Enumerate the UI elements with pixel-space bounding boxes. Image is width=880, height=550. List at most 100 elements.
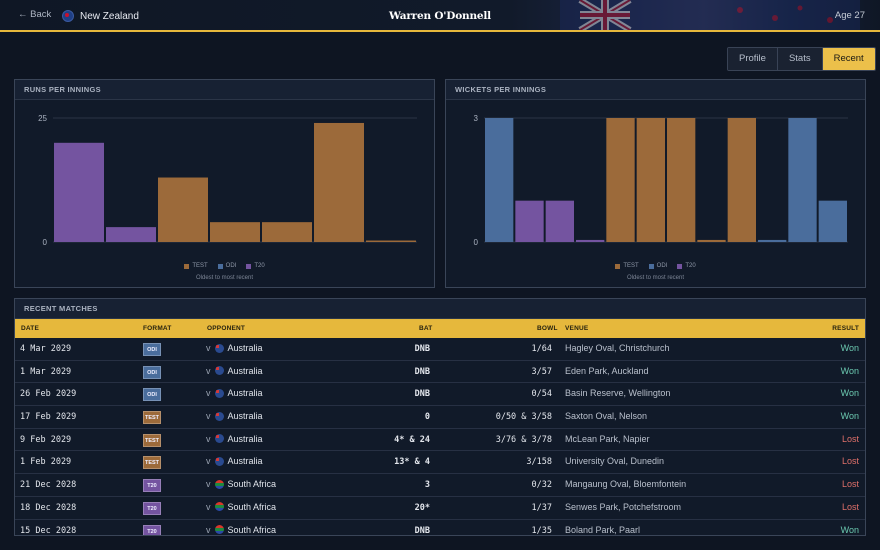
tab-recent[interactable]: Recent (822, 48, 875, 70)
versus-label: v (206, 501, 211, 512)
match-date: 18 Dec 2028 (20, 502, 77, 513)
table-row[interactable]: 26 Feb 2029 ODI v Australia DNB 0/54 Basin Res… (15, 383, 865, 407)
bar-test[interactable] (262, 222, 312, 242)
country-name: New Zealand (80, 10, 139, 22)
bar-test[interactable] (727, 118, 756, 242)
bar-test[interactable] (606, 118, 635, 242)
col-date[interactable]: DATE (21, 325, 40, 332)
y-tick-label: 3 (474, 114, 479, 123)
match-result: Won (840, 388, 859, 399)
wickets-chart-caption: Oldest to most recent (626, 275, 685, 281)
wickets-chart-title: WICKETS PER INNINGS (446, 80, 865, 100)
opponent: v South Africa (206, 479, 276, 489)
bar-t20[interactable] (576, 239, 605, 242)
table-row[interactable]: 1 Feb 2029 TEST v Australia 13* & 4 3/158 Univ… (15, 451, 865, 475)
match-result: Won (840, 365, 859, 376)
bar-odi[interactable] (758, 239, 787, 242)
runs-bar-chart: 0 25 (38, 114, 417, 247)
match-date: 21 Dec 2028 (20, 480, 77, 491)
bar-test[interactable] (210, 222, 260, 242)
format-badge: T20 (143, 524, 161, 535)
table-row[interactable]: 4 Mar 2029 ODI v Australia DNB 1/64 Hagley Ova… (15, 338, 865, 361)
flag-banner-decoration (560, 0, 860, 30)
opponent: v Australia (206, 456, 263, 466)
bar-t20[interactable] (545, 200, 574, 242)
bowling-figures: 0/50 & 3/58 (495, 412, 552, 423)
format-badge: TEST (143, 456, 161, 470)
match-result: Won (840, 343, 859, 353)
bar-test[interactable] (366, 240, 416, 243)
bar-odi[interactable] (788, 118, 817, 242)
batting-score: 0 (424, 412, 430, 423)
match-date: 17 Feb 2029 (20, 412, 77, 423)
y-tick-label: 0 (43, 238, 48, 247)
back-button[interactable]: ← Back (18, 9, 52, 20)
australia-flag-icon (214, 411, 224, 421)
opponent-name: South Africa (227, 501, 277, 512)
table-row[interactable]: 15 Dec 2028 T20 v South Africa DNB 1/35 Boland… (15, 520, 865, 536)
match-date: 9 Feb 2029 (20, 434, 72, 445)
australia-flag-icon (214, 343, 224, 353)
col-bat[interactable]: BAT (419, 325, 433, 332)
bar-odi[interactable] (818, 200, 847, 242)
col-bowl[interactable]: BOWL (537, 325, 558, 332)
col-venue[interactable]: VENUE (565, 325, 589, 332)
runs-chart-caption: Oldest to most recent (195, 275, 254, 281)
match-date: 15 Dec 2028 (20, 525, 77, 536)
australia-flag-icon (214, 366, 224, 376)
table-row[interactable]: 9 Feb 2029 TEST v Australia 4* & 24 3/76 & 3/… (15, 429, 865, 452)
col-result[interactable]: RESULT (832, 325, 859, 332)
opponent-name: Australia (227, 411, 263, 422)
south-africa-flag-icon (214, 479, 224, 489)
bar-t20[interactable] (106, 227, 156, 242)
format-badge: ODI (143, 388, 161, 402)
bar-test[interactable] (314, 122, 364, 242)
opponent: v Australia (206, 388, 263, 398)
venue: McLean Park, Napier (565, 433, 650, 444)
bar-odi[interactable] (485, 118, 514, 242)
match-result: Won (840, 524, 859, 535)
tab-stats[interactable]: Stats (777, 48, 823, 70)
table-row[interactable]: 18 Dec 2028 T20 v South Africa 20* 1/37 Senwes… (15, 497, 865, 520)
bar-test[interactable] (697, 239, 726, 242)
col-opponent[interactable]: OPPONENT (207, 325, 246, 332)
legend-item-test: TEST (184, 263, 208, 269)
legend-item-t20: T20 (246, 263, 265, 269)
bowling-figures: 0/54 (531, 389, 552, 400)
opponent-name: Australia (227, 388, 263, 399)
table-row[interactable]: 17 Feb 2029 TEST v Australia 0 0/50 & 3/58 Sax… (15, 406, 865, 429)
format-badge: T20 (143, 479, 161, 493)
versus-label: v (206, 411, 211, 422)
bar-test[interactable] (636, 118, 665, 242)
opponent: v Australia (206, 366, 263, 376)
match-result: Lost (841, 479, 859, 490)
player-name: Warren O'Donnell (389, 10, 491, 22)
col-format[interactable]: FORMAT (143, 325, 172, 332)
match-result: Lost (841, 501, 859, 512)
versus-label: v (206, 456, 211, 467)
legend-item-odi: ODI (217, 263, 236, 269)
bar-t20[interactable] (515, 200, 544, 242)
legend-item-odi: ODI (648, 263, 667, 269)
bar-test[interactable] (158, 177, 208, 242)
table-row[interactable]: 1 Mar 2029 ODI v Australia DNB 3/57 Eden Park,… (15, 361, 865, 384)
format-badge: ODI (143, 365, 161, 379)
bar-test[interactable] (667, 118, 696, 242)
bowling-figures: 1/64 (531, 344, 552, 354)
view-tabs: Profile Stats Recent (727, 47, 876, 71)
table-row[interactable]: 21 Dec 2028 T20 v South Africa 3 0/32 Mangaung… (15, 474, 865, 497)
batting-score: DNB (414, 366, 430, 377)
player-age: Age 27 (834, 10, 865, 21)
runs-chart-panel: RUNS PER INNINGS 0 25 TEST ODI T20 Oldest… (14, 79, 435, 288)
matches-table-body: 4 Mar 2029 ODI v Australia DNB 1/64 Hagley Ova… (15, 338, 865, 536)
tab-profile[interactable]: Profile (728, 48, 778, 70)
country-badge: New Zealand (62, 8, 139, 24)
bar-t20[interactable] (54, 142, 104, 242)
batting-score: 3 (424, 480, 430, 491)
opponent-name: Australia (227, 343, 263, 353)
format-badge: TEST (143, 433, 161, 447)
bowling-figures: 3/76 & 3/78 (495, 434, 552, 445)
venue: Saxton Oval, Nelson (565, 411, 648, 422)
recent-matches-panel: RECENT MATCHES DATE FORMAT OPPONENT BAT … (14, 298, 866, 536)
match-date: 4 Mar 2029 (20, 344, 72, 354)
